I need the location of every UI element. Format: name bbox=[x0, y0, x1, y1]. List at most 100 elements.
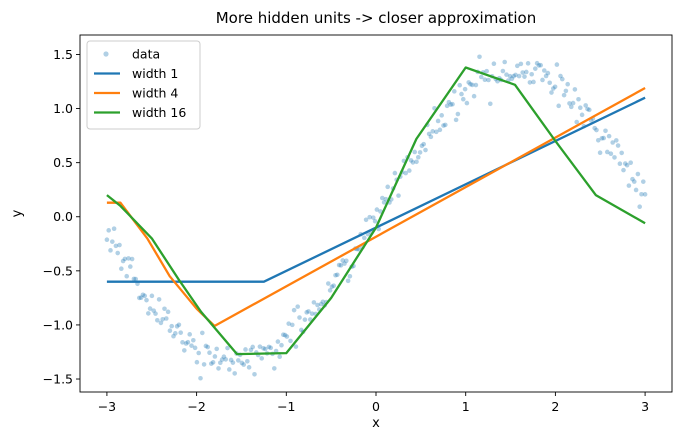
data-point bbox=[518, 61, 524, 67]
data-point bbox=[441, 123, 446, 128]
data-point bbox=[122, 256, 128, 262]
data-point bbox=[117, 242, 122, 248]
data-point bbox=[110, 239, 115, 244]
data-point bbox=[608, 151, 614, 156]
y-tick-label: 1.5 bbox=[53, 47, 73, 62]
data-point bbox=[297, 315, 302, 320]
y-tick-label: 1.0 bbox=[53, 101, 73, 116]
data-point bbox=[603, 128, 608, 134]
data-point bbox=[613, 138, 619, 143]
data-point bbox=[144, 297, 149, 303]
data-point bbox=[183, 341, 189, 346]
data-point bbox=[604, 149, 610, 155]
data-point bbox=[534, 60, 540, 66]
data-point bbox=[268, 345, 274, 351]
x-tick-label: −2 bbox=[187, 399, 205, 414]
data-point bbox=[381, 200, 387, 205]
lines-layer bbox=[106, 66, 646, 356]
data-point bbox=[577, 105, 583, 110]
x-tick-label: 2 bbox=[551, 399, 559, 414]
data-point bbox=[576, 96, 581, 102]
data-point bbox=[464, 100, 470, 106]
legend-marker-data bbox=[103, 51, 109, 57]
data-point bbox=[327, 288, 333, 293]
data-point bbox=[203, 343, 209, 349]
data-point bbox=[469, 82, 475, 88]
data-point bbox=[572, 87, 578, 92]
data-point bbox=[275, 339, 281, 344]
data-point bbox=[415, 154, 421, 160]
series-line-width-16 bbox=[106, 66, 646, 356]
data-point bbox=[451, 89, 457, 94]
data-point bbox=[151, 308, 157, 313]
data-point bbox=[628, 160, 633, 165]
data-point bbox=[189, 343, 194, 348]
data-point bbox=[419, 143, 425, 149]
data-point bbox=[147, 306, 153, 311]
data-point bbox=[248, 347, 254, 353]
x-axis: −3 −2 −1 0 1 2 3 bbox=[98, 392, 649, 414]
data-point bbox=[502, 59, 507, 65]
data-point bbox=[320, 299, 326, 305]
data-point bbox=[491, 61, 497, 67]
data-point bbox=[626, 183, 632, 188]
data-point bbox=[549, 90, 554, 95]
data-point bbox=[142, 293, 148, 299]
data-point bbox=[635, 171, 641, 177]
data-point bbox=[284, 334, 290, 339]
data-point bbox=[622, 161, 628, 166]
x-tick-label: 1 bbox=[462, 399, 470, 414]
data-point bbox=[531, 79, 536, 85]
data-point bbox=[633, 187, 639, 193]
data-point bbox=[191, 337, 196, 343]
data-point bbox=[621, 167, 626, 173]
legend-box bbox=[86, 40, 201, 130]
data-point bbox=[318, 301, 324, 307]
data-point bbox=[295, 304, 301, 309]
data-point bbox=[421, 141, 426, 147]
data-point bbox=[146, 311, 151, 316]
legend-label: data bbox=[132, 47, 160, 62]
data-point bbox=[309, 311, 315, 316]
data-point bbox=[450, 101, 455, 107]
data-point bbox=[412, 149, 417, 155]
data-point bbox=[120, 258, 126, 264]
data-point bbox=[131, 276, 137, 282]
data-point bbox=[192, 345, 198, 351]
data-point bbox=[279, 342, 284, 348]
data-point bbox=[507, 73, 513, 79]
data-point bbox=[417, 150, 423, 155]
data-point bbox=[169, 323, 175, 329]
data-point bbox=[446, 99, 452, 105]
data-point bbox=[437, 127, 443, 133]
data-point bbox=[290, 322, 295, 328]
data-point bbox=[209, 361, 214, 366]
chart-title: More hidden units -> closer approximatio… bbox=[216, 9, 537, 27]
y-tick-label: 0.0 bbox=[53, 209, 73, 224]
data-point bbox=[487, 101, 493, 107]
data-point bbox=[140, 292, 146, 298]
y-tick-label: −1.5 bbox=[43, 372, 73, 387]
data-point bbox=[516, 73, 522, 79]
data-point bbox=[302, 317, 308, 322]
data-point bbox=[406, 168, 412, 173]
data-point bbox=[178, 330, 184, 335]
data-point bbox=[124, 273, 130, 279]
data-point bbox=[304, 310, 310, 315]
data-point bbox=[344, 258, 349, 264]
data-point bbox=[426, 131, 432, 137]
data-point bbox=[205, 344, 211, 350]
data-point bbox=[155, 318, 160, 323]
data-point bbox=[218, 360, 223, 366]
data-point bbox=[541, 68, 547, 73]
data-point bbox=[439, 113, 444, 118]
data-point bbox=[156, 297, 162, 302]
data-point bbox=[362, 235, 367, 241]
data-point bbox=[115, 250, 121, 256]
data-point bbox=[433, 129, 439, 135]
data-point bbox=[453, 117, 459, 123]
data-point bbox=[561, 92, 567, 98]
data-point bbox=[250, 344, 256, 350]
